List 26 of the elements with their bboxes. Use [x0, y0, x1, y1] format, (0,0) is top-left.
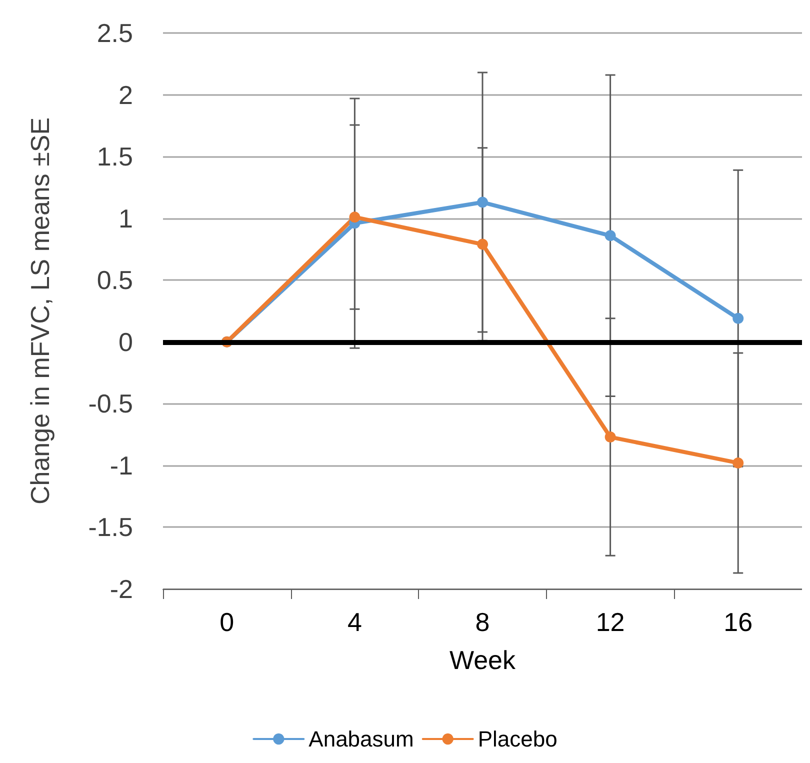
y-tick-label: -1.5	[88, 512, 133, 542]
legend-label: Anabasum	[308, 726, 414, 752]
point	[732, 312, 744, 324]
y-tick-label: -2	[110, 574, 133, 604]
y-tick-label: -0.5	[88, 388, 133, 419]
y-tick-label: 2.5	[96, 18, 133, 48]
y-tick-label: 2	[118, 80, 133, 110]
legend-label: Placebo	[478, 726, 558, 752]
point	[732, 457, 744, 468]
x-tick-label: 4	[347, 607, 362, 637]
point	[604, 230, 616, 242]
y-axis-title: Change in mFVC, LS means ±SE	[25, 117, 55, 505]
x-axis-title: Week	[450, 645, 516, 675]
y-tick-label: -1	[110, 450, 133, 480]
point	[477, 196, 488, 208]
x-tick-label: 12	[596, 607, 625, 637]
y-tick-label: 1	[118, 203, 133, 234]
point	[477, 238, 488, 250]
y-tick-label: 0.5	[96, 265, 133, 296]
point	[349, 212, 360, 223]
point	[604, 432, 616, 443]
y-tick-label: 1.5	[96, 142, 133, 172]
x-tick-label: 8	[475, 607, 490, 637]
y-tick-label: 0	[118, 326, 133, 357]
x-tick-label: 0	[220, 607, 234, 637]
x-tick-label: 16	[724, 607, 753, 637]
